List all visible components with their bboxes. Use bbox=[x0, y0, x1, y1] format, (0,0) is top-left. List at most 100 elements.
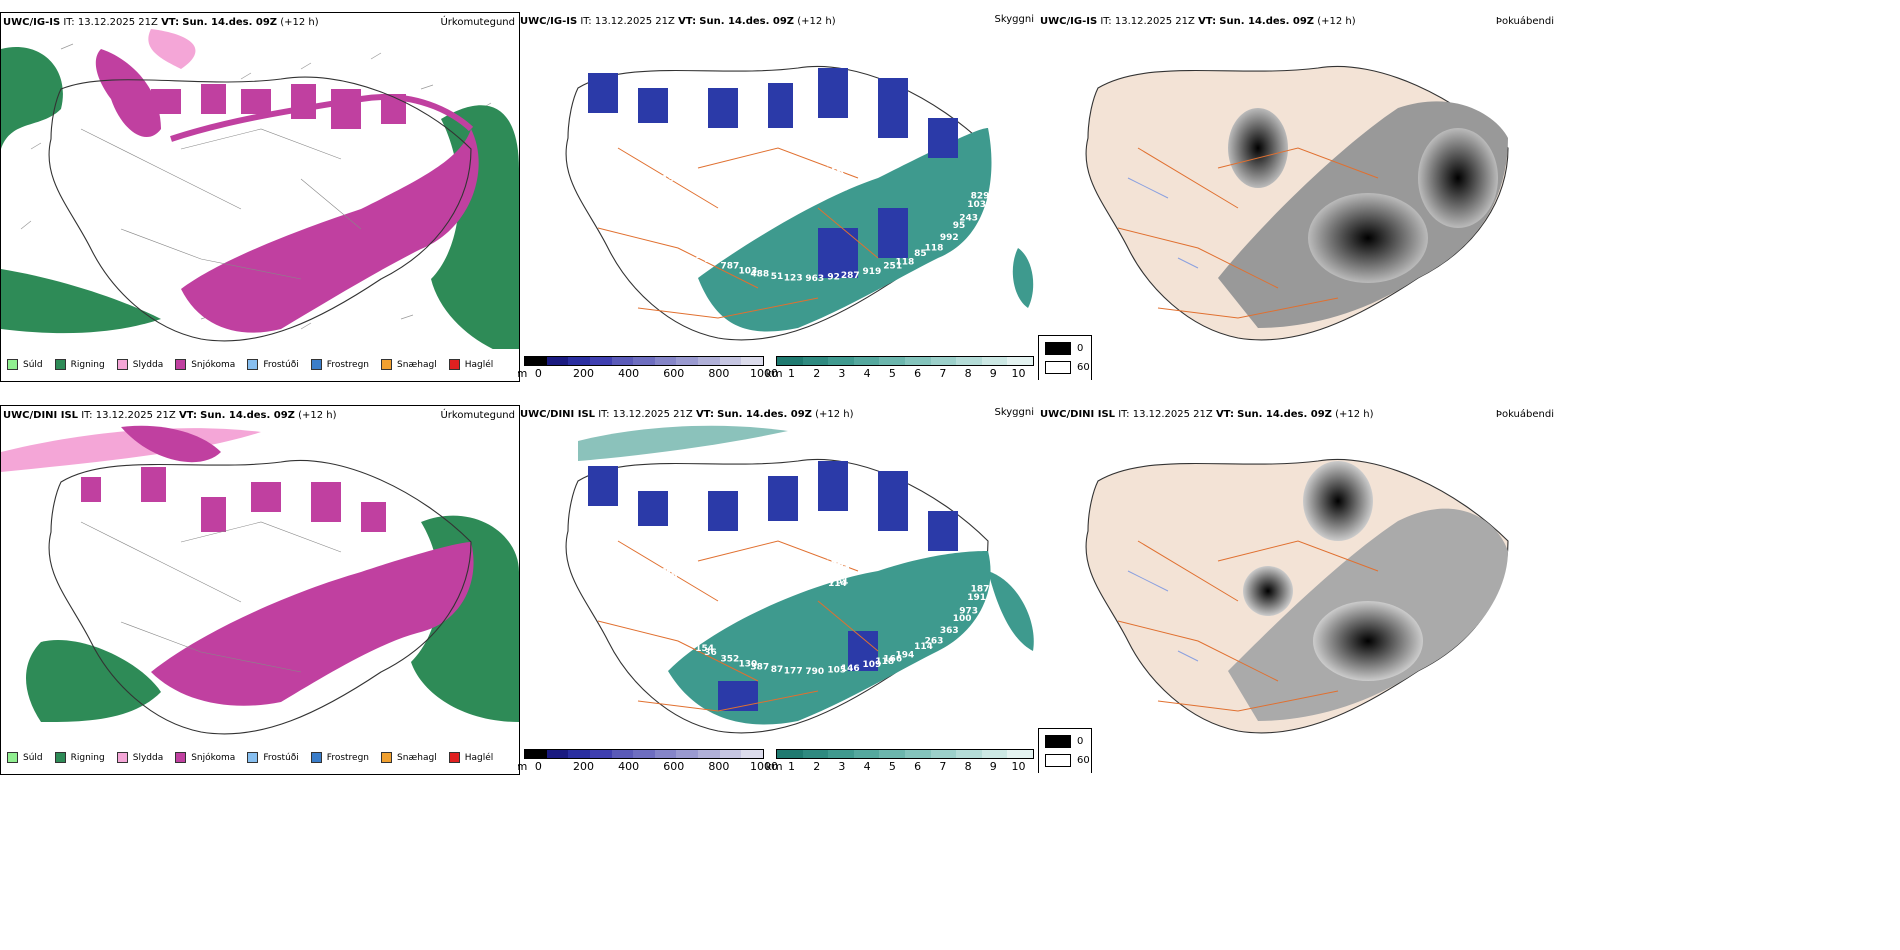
visibility-value-label: 163 bbox=[664, 565, 683, 575]
fog-legend-item: 0 bbox=[1045, 342, 1091, 355]
colorbar-cell bbox=[633, 750, 655, 758]
visibility-value-label: 123 bbox=[784, 273, 803, 283]
panel-title: Skyggni bbox=[994, 14, 1034, 25]
colorbar-cell bbox=[828, 750, 854, 758]
colorbar-unit: m bbox=[518, 760, 528, 773]
visibility-value-label: 243 bbox=[959, 213, 978, 223]
visibility-value-label: 188 bbox=[660, 219, 679, 229]
fog-map bbox=[1085, 66, 1509, 341]
visibility-value-label: 131 bbox=[810, 148, 829, 158]
visibility-value-label: 215 bbox=[669, 167, 688, 177]
colorbar-cell bbox=[589, 357, 612, 365]
panel-title: Skyggni bbox=[994, 407, 1034, 418]
visibility-value-label: 387 bbox=[750, 662, 769, 672]
colorbar-cell bbox=[904, 357, 931, 365]
colorbar-cells bbox=[776, 749, 1034, 759]
precip-type-panel-igis: UWC/IG-IS IT: 13.12.2025 21Z VT: Sun. 14… bbox=[0, 12, 520, 382]
colorbar-tick-label: 5 bbox=[888, 760, 896, 773]
visibility-value-label: 212 bbox=[694, 150, 713, 160]
visibility-value-label: 94 bbox=[759, 137, 772, 147]
visibility-value-label: 20 bbox=[659, 180, 672, 190]
fog-legend: 0 60 bbox=[1038, 728, 1092, 773]
visibility-value-label: 111 bbox=[695, 251, 714, 261]
legend-item: Frostregn bbox=[310, 359, 369, 370]
visibility-value-label: 992 bbox=[940, 233, 959, 243]
visibility-value-label: 134 bbox=[657, 607, 676, 617]
visibility-colorbar-m: m 0 200 400 600 800 1000 bbox=[518, 749, 778, 773]
colorbar-cell bbox=[981, 750, 1008, 758]
colorbar-cell bbox=[802, 750, 829, 758]
legend-swatch bbox=[175, 359, 187, 370]
colorbar-cell bbox=[525, 357, 547, 365]
visibility-value-label: 178 bbox=[655, 189, 674, 199]
visibility-value-label: 92 bbox=[827, 273, 840, 283]
fog-map bbox=[1085, 459, 1509, 734]
panel-header: UWC/IG-IS IT: 13.12.2025 21Z VT: Sun. 14… bbox=[3, 17, 319, 28]
colorbar-cell bbox=[930, 750, 957, 758]
panel-header: UWC/IG-IS IT: 13.12.2025 21Z VT: Sun. 14… bbox=[1040, 16, 1356, 27]
visibility-value-label: 293 bbox=[666, 229, 685, 239]
colorbar-cell bbox=[741, 750, 764, 758]
panel-title: Úrkomutegund bbox=[440, 410, 515, 421]
visibility-value-label: 790 bbox=[805, 667, 824, 677]
visibility-value-label: 781 bbox=[830, 577, 849, 587]
visibility-value-label: 167 bbox=[733, 532, 752, 542]
visibility-value-label: 95 bbox=[953, 221, 966, 231]
visibility-panel-igis: UWC/IG-IS IT: 13.12.2025 21Z VT: Sun. 14… bbox=[518, 12, 1038, 380]
visibility-value-label: 105 bbox=[662, 568, 681, 578]
legend-item: Frostregn bbox=[310, 752, 369, 763]
visibility-value-label: 787 bbox=[721, 262, 740, 272]
visibility-value-label: 114 bbox=[914, 642, 933, 652]
visibility-value-label: 453 bbox=[830, 184, 849, 194]
panel-title: Þokuábendi bbox=[1495, 16, 1554, 27]
panel-header: UWC/DINI ISL IT: 13.12.2025 21Z VT: Sun.… bbox=[520, 409, 854, 420]
visibility-panel-dini: UWC/DINI ISL IT: 13.12.2025 21Z VT: Sun.… bbox=[518, 405, 1038, 773]
colorbar-ticks: km 1 2 3 4 5 6 7 8 9 10 bbox=[765, 759, 1034, 773]
colorbar-cell bbox=[1007, 357, 1033, 365]
visibility-value-label: 85 bbox=[810, 541, 823, 551]
visibility-value-label: 144 bbox=[654, 195, 673, 205]
visibility-value-label: 157 bbox=[705, 538, 724, 548]
visibility-value-labels: 1141612481661052051301671001348510579711… bbox=[654, 530, 989, 677]
visibility-value-label: 157 bbox=[705, 145, 724, 155]
colorbar-ticks: m 0 200 400 600 800 1000 bbox=[518, 366, 778, 380]
visibility-value-label: 114 bbox=[828, 579, 847, 589]
colorbar-tick-label: 800 bbox=[708, 367, 730, 380]
visibility-value-label: 36 bbox=[704, 648, 717, 658]
legend-item: Snæhagl bbox=[381, 752, 437, 763]
colorbar-tick-label: 10 bbox=[1011, 367, 1026, 380]
visibility-value-label: 130 bbox=[739, 660, 758, 670]
colorbar-tick-label: 2 bbox=[813, 367, 821, 380]
colorbar-cell bbox=[777, 750, 803, 758]
visibility-colorbar-km: km 1 2 3 4 5 6 7 8 9 10 bbox=[765, 749, 1034, 773]
visibility-value-label: 252 bbox=[746, 530, 765, 540]
colorbar-tick-label: 5 bbox=[888, 367, 896, 380]
colorbar-cell bbox=[676, 750, 699, 758]
legend-swatch bbox=[310, 359, 322, 370]
visibility-value-label: 87 bbox=[771, 665, 784, 675]
colorbar-cell bbox=[879, 750, 905, 758]
visibility-value-label: 402 bbox=[817, 152, 836, 162]
fog-panel-dini: UWC/DINI ISL IT: 13.12.2025 21Z VT: Sun.… bbox=[1038, 405, 1558, 773]
legend-swatch bbox=[116, 359, 128, 370]
visibility-value-label: 234 bbox=[778, 532, 797, 542]
visibility-value-label: 374 bbox=[682, 243, 701, 253]
visibility-value-label: 152 bbox=[826, 553, 845, 563]
colorbar-tick-label: 600 bbox=[663, 760, 685, 773]
legend-swatch bbox=[247, 359, 259, 370]
colorbar-tick-label: 800 bbox=[708, 760, 730, 773]
panel-header: UWC/DINI ISL IT: 13.12.2025 21Z VT: Sun.… bbox=[1040, 409, 1374, 420]
colorbar-cell bbox=[568, 750, 590, 758]
legend-swatch bbox=[448, 752, 460, 763]
legend-item: Snjókoma bbox=[175, 359, 235, 370]
visibility-value-label: 243 bbox=[677, 553, 696, 563]
fog-legend-swatch bbox=[1045, 361, 1071, 374]
visibility-value-label: 316 bbox=[672, 627, 691, 637]
colorbar-ticks: m 0 200 400 600 800 1000 bbox=[518, 759, 778, 773]
precip-type-panel-dini: UWC/DINI ISL IT: 13.12.2025 21Z VT: Sun.… bbox=[0, 405, 520, 775]
visibility-value-label: 51 bbox=[771, 272, 784, 282]
visibility-value-label: 141 bbox=[767, 138, 786, 148]
visibility-value-label: 219 bbox=[790, 534, 809, 544]
visibility-value-label: 973 bbox=[959, 606, 978, 616]
colorbar-cell bbox=[719, 357, 742, 365]
